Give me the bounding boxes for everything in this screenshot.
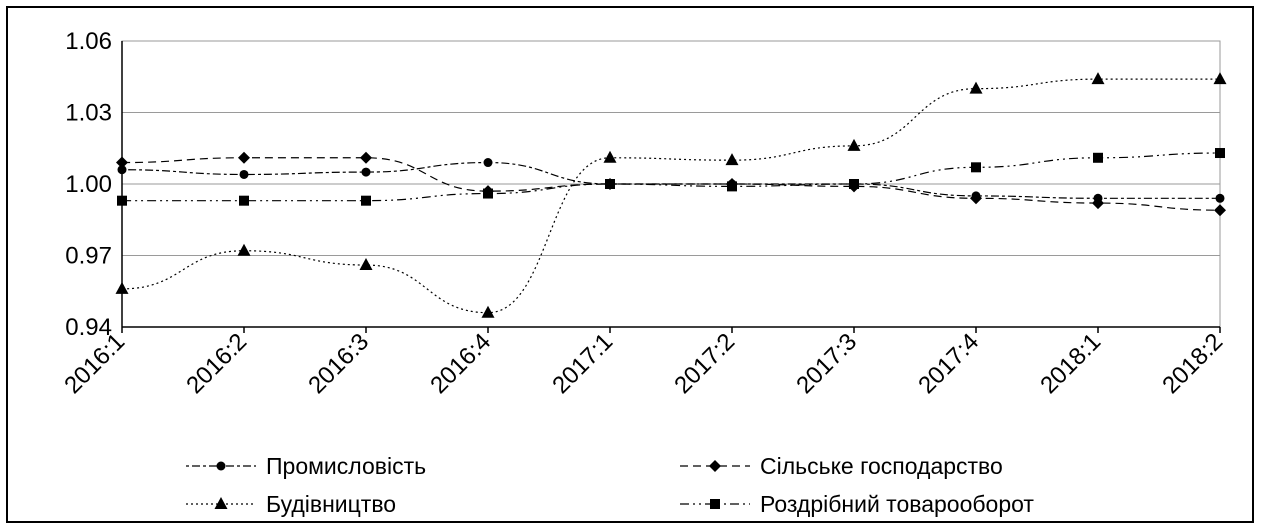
y-tick-label: 0.97 <box>65 243 112 270</box>
x-tick-label: 2016:2 <box>181 328 252 399</box>
x-tick-label: 2016:4 <box>425 328 496 399</box>
data-point <box>239 195 249 206</box>
data-point <box>849 179 859 189</box>
series-line <box>121 161 1220 199</box>
data-point <box>1091 72 1105 85</box>
y-tick-label: 1.00 <box>65 171 112 198</box>
data-point <box>117 165 127 175</box>
x-tick-label: 2017:2 <box>669 328 740 399</box>
y-tick-label: 1.06 <box>65 28 112 55</box>
x-tick-label: 2017:1 <box>547 328 618 399</box>
x-tick-label: 2017:3 <box>791 328 862 399</box>
y-tick-label: 0.94 <box>65 314 112 341</box>
data-point <box>483 188 493 199</box>
data-point <box>1092 197 1104 210</box>
data-point <box>725 153 739 166</box>
x-tick-label: 2018:1 <box>1035 328 1106 399</box>
chart-frame: 0.94 0.97 1.00 1.03 1.06 2016:1 2016:2 2016:3 20… <box>6 6 1254 523</box>
data-point <box>116 156 128 169</box>
legend-marker <box>216 461 226 471</box>
data-point <box>970 192 982 205</box>
data-point <box>1214 204 1226 217</box>
x-tick-label: 2016:3 <box>303 328 374 399</box>
legend-label: Сільське господарство <box>760 453 1003 479</box>
data-point <box>727 181 737 192</box>
data-point <box>847 138 861 151</box>
data-point <box>359 258 373 271</box>
data-point <box>115 281 129 294</box>
data-point <box>605 179 615 189</box>
legend-label: Роздрібний товарооборот <box>760 491 1034 517</box>
data-point <box>238 151 250 164</box>
data-point <box>1213 72 1227 85</box>
data-point <box>603 150 617 163</box>
data-point <box>1093 152 1103 163</box>
data-point <box>1215 193 1225 203</box>
data-point <box>969 81 983 94</box>
x-tick-label: 2018:2 <box>1157 328 1228 399</box>
data-point <box>237 243 251 256</box>
data-point <box>971 162 981 173</box>
data-point <box>481 305 495 318</box>
x-tick-label: 2017:4 <box>913 328 984 399</box>
legend-label: Промисловість <box>266 453 426 479</box>
series-line <box>121 152 1221 202</box>
data-point <box>360 151 372 164</box>
legend-marker <box>214 497 228 509</box>
y-tick-label: 1.03 <box>65 100 112 127</box>
data-point <box>483 158 493 168</box>
data-point <box>239 169 249 179</box>
data-point <box>117 195 127 206</box>
legend-label: Будівництво <box>266 491 396 517</box>
legend-marker <box>709 460 721 472</box>
series-line <box>121 157 1221 211</box>
data-point <box>361 167 371 177</box>
data-point <box>361 195 371 206</box>
data-point <box>1215 148 1225 159</box>
series-line <box>121 78 1220 314</box>
legend-marker <box>710 499 720 509</box>
